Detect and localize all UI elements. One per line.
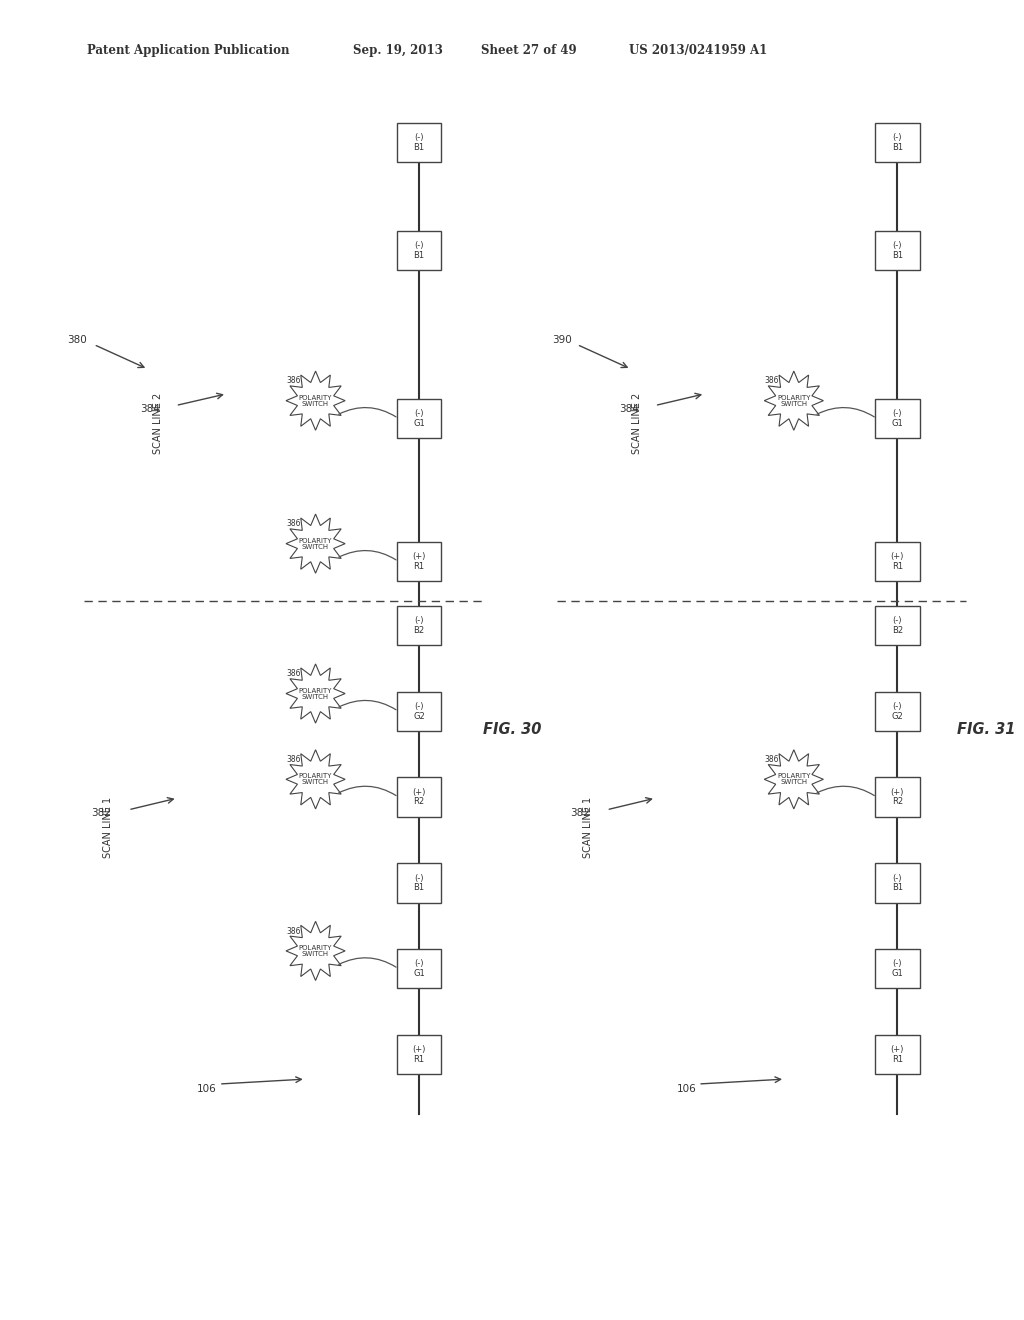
Text: 106: 106 (677, 1084, 696, 1094)
Text: (-)
G2: (-) G2 (414, 702, 425, 721)
Text: (-)
B2: (-) B2 (892, 616, 903, 635)
FancyBboxPatch shape (876, 949, 920, 989)
Polygon shape (286, 664, 345, 723)
Text: POLARITY
SWITCH: POLARITY SWITCH (299, 945, 333, 957)
Text: 380: 380 (67, 334, 87, 345)
Text: US 2013/0241959 A1: US 2013/0241959 A1 (629, 44, 767, 57)
Text: 390: 390 (552, 334, 572, 345)
Text: 384: 384 (140, 404, 160, 413)
FancyBboxPatch shape (876, 399, 920, 438)
Text: 386: 386 (287, 669, 301, 678)
FancyBboxPatch shape (397, 231, 441, 271)
Text: (-)
B1: (-) B1 (414, 874, 425, 892)
Text: (+)
R1: (+) R1 (891, 1045, 904, 1064)
FancyBboxPatch shape (876, 1035, 920, 1074)
FancyBboxPatch shape (397, 606, 441, 645)
FancyBboxPatch shape (876, 692, 920, 731)
Polygon shape (764, 371, 823, 430)
Text: 386: 386 (765, 755, 779, 764)
Polygon shape (286, 921, 345, 981)
Text: (-)
B2: (-) B2 (414, 616, 425, 635)
Text: 386: 386 (287, 755, 301, 764)
Text: 386: 386 (287, 927, 301, 936)
Text: (-)
G1: (-) G1 (414, 409, 425, 428)
Text: (+)
R1: (+) R1 (891, 552, 904, 570)
Text: POLARITY
SWITCH: POLARITY SWITCH (299, 395, 333, 407)
Polygon shape (286, 513, 345, 573)
FancyBboxPatch shape (876, 541, 920, 581)
FancyBboxPatch shape (397, 541, 441, 581)
Text: (-)
B1: (-) B1 (892, 242, 903, 260)
Text: 382: 382 (570, 808, 590, 818)
Text: POLARITY
SWITCH: POLARITY SWITCH (299, 537, 333, 549)
Polygon shape (764, 750, 823, 809)
Text: (-)
G2: (-) G2 (892, 702, 903, 721)
Text: (+)
R1: (+) R1 (413, 1045, 426, 1064)
Text: (-)
B1: (-) B1 (892, 874, 903, 892)
Text: Sheet 27 of 49: Sheet 27 of 49 (481, 44, 577, 57)
FancyBboxPatch shape (397, 777, 441, 817)
Text: POLARITY
SWITCH: POLARITY SWITCH (299, 774, 333, 785)
Text: 386: 386 (287, 376, 301, 385)
Text: POLARITY
SWITCH: POLARITY SWITCH (777, 774, 811, 785)
Text: POLARITY
SWITCH: POLARITY SWITCH (777, 395, 811, 407)
Text: (+)
R2: (+) R2 (891, 788, 904, 807)
Polygon shape (286, 371, 345, 430)
FancyBboxPatch shape (397, 1035, 441, 1074)
Text: (-)
G1: (-) G1 (892, 409, 903, 428)
Text: SCAN LINE 2: SCAN LINE 2 (153, 393, 163, 454)
Text: 386: 386 (765, 376, 779, 385)
FancyBboxPatch shape (397, 399, 441, 438)
Text: (-)
B1: (-) B1 (414, 133, 425, 152)
Text: 106: 106 (198, 1084, 217, 1094)
Text: 386: 386 (287, 519, 301, 528)
FancyBboxPatch shape (397, 863, 441, 903)
Text: Sep. 19, 2013: Sep. 19, 2013 (353, 44, 443, 57)
Text: (+)
R1: (+) R1 (413, 552, 426, 570)
Text: SCAN LINE 1: SCAN LINE 1 (103, 797, 114, 858)
Text: 382: 382 (91, 808, 111, 818)
FancyBboxPatch shape (876, 606, 920, 645)
Text: 384: 384 (620, 404, 639, 413)
Text: POLARITY
SWITCH: POLARITY SWITCH (299, 688, 333, 700)
Text: (-)
B1: (-) B1 (892, 133, 903, 152)
FancyBboxPatch shape (876, 123, 920, 162)
Text: FIG. 30: FIG. 30 (483, 722, 542, 737)
FancyBboxPatch shape (876, 777, 920, 817)
FancyBboxPatch shape (397, 692, 441, 731)
Text: Patent Application Publication: Patent Application Publication (87, 44, 289, 57)
Text: (-)
G1: (-) G1 (892, 960, 903, 978)
Text: (-)
G1: (-) G1 (414, 960, 425, 978)
FancyBboxPatch shape (876, 863, 920, 903)
FancyBboxPatch shape (397, 123, 441, 162)
Text: (+)
R2: (+) R2 (413, 788, 426, 807)
FancyBboxPatch shape (397, 949, 441, 989)
Text: (-)
B1: (-) B1 (414, 242, 425, 260)
Text: FIG. 31: FIG. 31 (956, 722, 1015, 737)
Text: SCAN LINE 1: SCAN LINE 1 (583, 797, 593, 858)
FancyBboxPatch shape (876, 231, 920, 271)
Text: SCAN LINE 2: SCAN LINE 2 (632, 393, 642, 454)
Polygon shape (286, 750, 345, 809)
